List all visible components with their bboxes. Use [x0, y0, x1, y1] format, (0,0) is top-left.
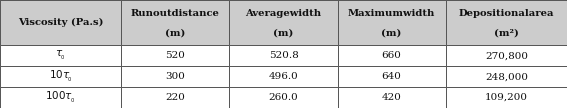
Text: Averagewidth: Averagewidth — [246, 9, 321, 18]
FancyBboxPatch shape — [337, 45, 446, 66]
FancyBboxPatch shape — [446, 66, 567, 87]
FancyBboxPatch shape — [0, 45, 121, 66]
FancyBboxPatch shape — [230, 0, 337, 45]
FancyBboxPatch shape — [446, 0, 567, 45]
Text: 220: 220 — [166, 93, 185, 102]
Text: 660: 660 — [382, 51, 401, 60]
FancyBboxPatch shape — [0, 0, 121, 45]
Text: 109,200: 109,200 — [485, 93, 528, 102]
Text: Maximumwidth: Maximumwidth — [348, 9, 435, 18]
Text: (m): (m) — [165, 28, 185, 37]
Text: Viscosity (Pa.s): Viscosity (Pa.s) — [18, 18, 103, 27]
FancyBboxPatch shape — [337, 66, 446, 87]
FancyBboxPatch shape — [121, 66, 230, 87]
Text: 420: 420 — [382, 93, 401, 102]
Text: 520: 520 — [166, 51, 185, 60]
FancyBboxPatch shape — [446, 87, 567, 108]
FancyBboxPatch shape — [0, 87, 121, 108]
FancyBboxPatch shape — [230, 87, 337, 108]
FancyBboxPatch shape — [446, 45, 567, 66]
Text: 640: 640 — [382, 72, 401, 81]
Text: (m): (m) — [273, 28, 294, 37]
FancyBboxPatch shape — [230, 66, 337, 87]
Text: $\tau_{_{\!0}}$: $\tau_{_{\!0}}$ — [56, 49, 66, 62]
FancyBboxPatch shape — [0, 66, 121, 87]
FancyBboxPatch shape — [121, 87, 230, 108]
FancyBboxPatch shape — [337, 87, 446, 108]
Text: $10\tau_{_{\!0}}$: $10\tau_{_{\!0}}$ — [49, 69, 73, 84]
Text: Runoutdistance: Runoutdistance — [131, 9, 220, 18]
Text: 248,000: 248,000 — [485, 72, 528, 81]
Text: (m): (m) — [382, 28, 402, 37]
FancyBboxPatch shape — [121, 45, 230, 66]
Text: 496.0: 496.0 — [269, 72, 298, 81]
Text: 520.8: 520.8 — [269, 51, 298, 60]
FancyBboxPatch shape — [337, 0, 446, 45]
FancyBboxPatch shape — [121, 0, 230, 45]
Text: 260.0: 260.0 — [269, 93, 298, 102]
Text: Depositionalarea: Depositionalarea — [459, 9, 554, 18]
Text: 270,800: 270,800 — [485, 51, 528, 60]
Text: $100\tau_{_{\!0}}$: $100\tau_{_{\!0}}$ — [45, 90, 76, 105]
FancyBboxPatch shape — [230, 45, 337, 66]
Text: (m²): (m²) — [494, 28, 519, 37]
Text: 300: 300 — [166, 72, 185, 81]
